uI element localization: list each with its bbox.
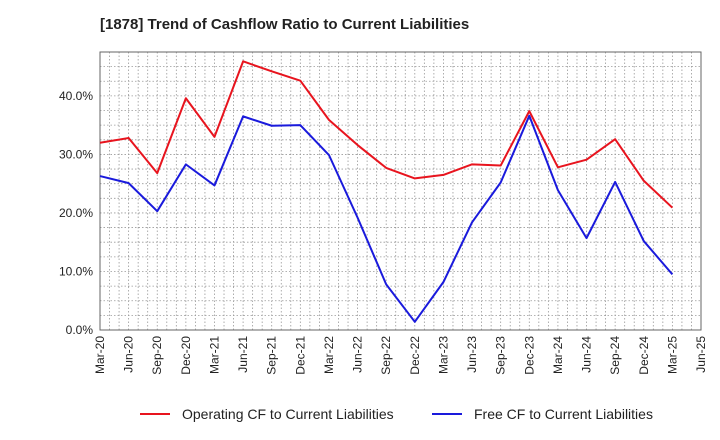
x-tick-label: Sep-20 [150,336,164,375]
series-line-1 [99,60,674,209]
x-tick-label: Mar-24 [551,336,565,374]
y-tick-label: 20.0% [59,206,93,220]
series-line-2 [99,114,674,323]
x-tick-label: Sep-24 [608,336,622,375]
x-tick-label: Dec-21 [293,336,307,375]
x-tick-label: Sep-21 [265,336,279,375]
x-tick-label: Sep-23 [494,336,508,375]
x-tick-label: Mar-21 [207,336,221,374]
x-tick-label: Dec-24 [637,336,651,375]
plot-frame [99,51,702,331]
x-tick-label: Dec-20 [179,336,193,375]
x-tick-label: Dec-22 [408,336,422,375]
plot-area: 0.0% 10.0% 20.0% 30.0% 40.0% Mar-20 Jun-20 Sep-… [59,51,708,375]
x-tick-label: Mar-22 [322,336,336,374]
x-tick-label: Jun-24 [580,336,594,373]
y-tick-label: 10.0% [59,264,93,278]
x-tick-label: Jun-21 [236,336,250,373]
y-tick-label: 30.0% [59,147,93,161]
x-tick-label: Dec-23 [522,336,536,375]
legend-label-1: Operating CF to Current Liabilities [182,406,394,422]
x-tick-label: Jun-25 [694,336,708,373]
x-tick-label: Jun-23 [465,336,479,373]
x-tick-label: Jun-22 [351,336,365,373]
y-tick-label: 40.0% [59,89,93,103]
x-tick-label: Mar-23 [436,336,450,374]
x-tick-label: Sep-22 [379,336,393,375]
legend-label-2: Free CF to Current Liabilities [474,406,653,422]
x-tick-label: Jun-20 [122,336,136,373]
plot-background [100,52,701,330]
chart-title: [1878] Trend of Cashflow Ratio to Curren… [100,16,469,33]
y-tick-label: 0.0% [66,323,94,337]
legend: Operating CF to Current Liabilities Free … [140,406,653,422]
x-tick-label: Mar-25 [665,336,679,374]
x-tick-label: Mar-20 [93,336,107,374]
